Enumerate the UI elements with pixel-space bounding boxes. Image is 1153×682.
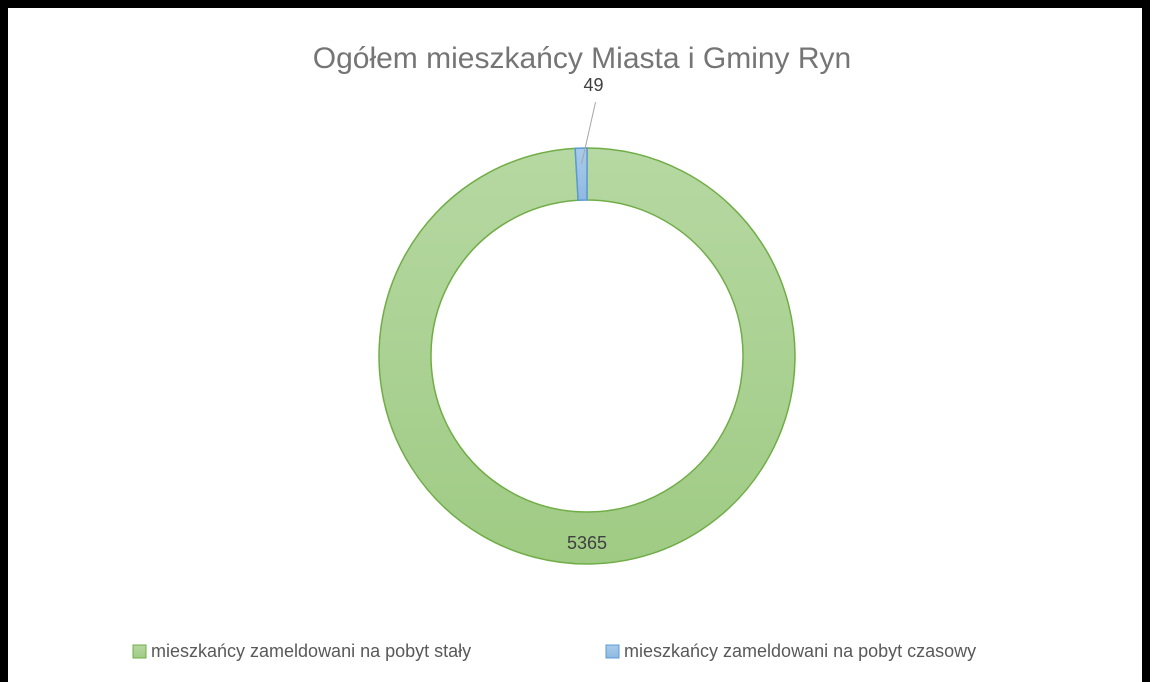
legend-swatch: [605, 644, 620, 659]
legend-label: mieszkańcy zameldowani na pobyt stały: [151, 641, 471, 661]
donut-segment: [574, 147, 588, 202]
legend-label: mieszkańcy zameldowani na pobyt czasowy: [624, 641, 976, 661]
donut-segment: [378, 147, 796, 565]
data-label: 5365: [567, 533, 607, 553]
leader-line: [581, 101, 597, 165]
legend-swatch: [132, 644, 147, 659]
chart-title: Ogółem mieszkańcy Miasta i Gminy Ryn: [313, 42, 851, 75]
data-label: 49: [584, 75, 604, 95]
